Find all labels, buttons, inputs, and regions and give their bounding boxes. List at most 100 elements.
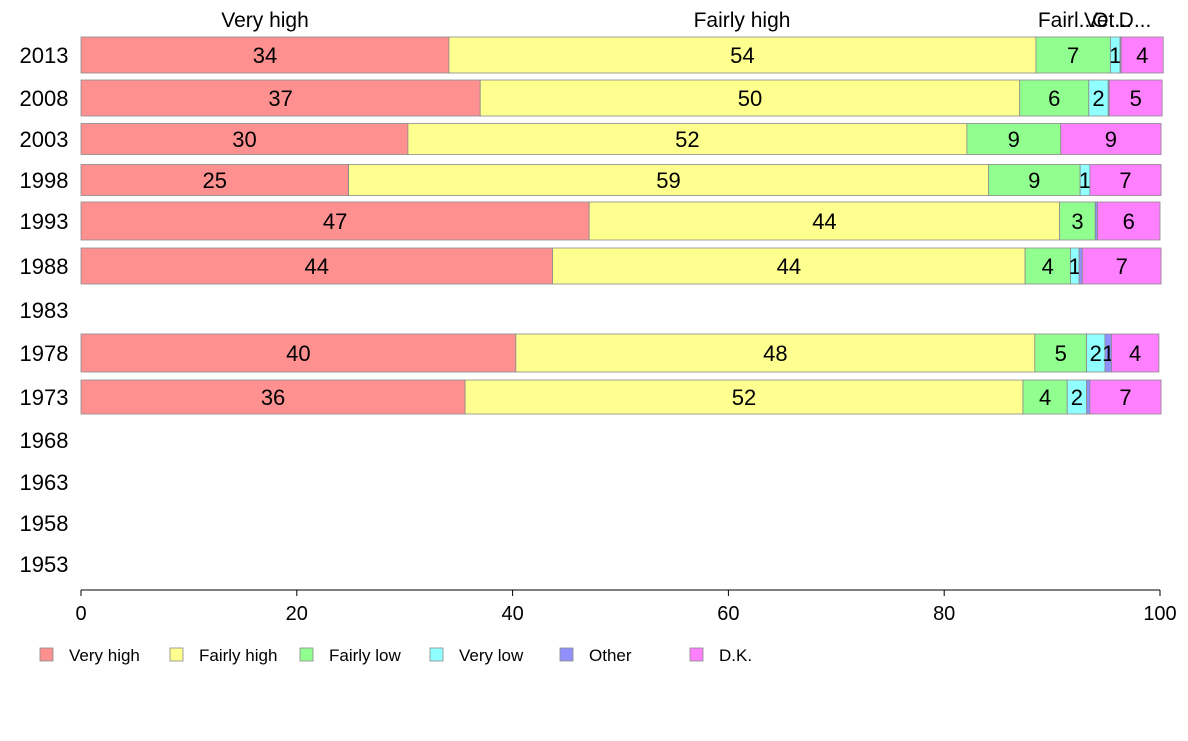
legend-label: Fairly high [199,646,277,665]
bar-segment [80,247,553,285]
legend-label: Very high [69,646,140,665]
data-label: 9 [1028,168,1040,193]
legend-label: D.K. [719,646,752,665]
data-label: 2 [1092,86,1104,111]
bar-segment [1108,79,1163,117]
data-label: 47 [323,209,347,234]
data-label: 2 [1071,385,1083,410]
bar-segment [1120,36,1164,74]
category-label: 1988 [20,254,69,279]
category-label: 2003 [20,127,69,152]
data-label: 5 [1130,86,1142,111]
data-label: 59 [656,168,680,193]
bar-segment [1059,201,1096,241]
data-label: 7 [1119,385,1131,410]
bar-segment [80,164,349,196]
data-label: 5 [1055,341,1067,366]
x-tick-label: 40 [501,603,523,625]
bar-segment [348,164,989,196]
data-label: 48 [763,341,787,366]
bar-segment [80,379,466,415]
data-label: 6 [1123,209,1135,234]
category-label: 1958 [20,511,69,536]
category-label: 1978 [20,341,69,366]
bar-segment [1024,247,1071,285]
category-label: 1968 [20,428,69,453]
category-label: 1998 [20,168,69,193]
category-label: 1993 [20,209,69,234]
category-label: 1963 [20,470,69,495]
category-label: 1973 [20,385,69,410]
bar-segment [80,79,481,117]
bar-segment [1089,379,1162,415]
data-label: 40 [286,341,310,366]
data-label: 7 [1067,43,1079,68]
top-series-label: Fairly high [694,9,791,32]
legend-swatch [169,647,184,662]
data-label: 6 [1048,86,1060,111]
data-label: 44 [812,209,836,234]
category-label: 2008 [20,86,69,111]
legend-swatch [299,647,314,662]
legend-label: Fairly low [329,646,402,665]
bar-segment [1097,201,1161,241]
legend-swatch [429,647,444,662]
x-tick-label: 0 [75,603,86,625]
data-label: 36 [261,385,285,410]
bar-segment [80,36,450,74]
bar-segment [1078,247,1083,285]
data-label: 50 [738,86,762,111]
bar-segment [552,247,1026,285]
legend-swatch [689,647,704,662]
data-label: 44 [305,254,329,279]
data-label: 44 [777,254,801,279]
top-series-label: Very high [221,9,309,32]
data-label: 7 [1116,254,1128,279]
category-label: 2013 [20,43,69,68]
category-label: 1953 [20,552,69,577]
x-tick-label: 100 [1143,603,1176,625]
x-tick-label: 80 [933,603,955,625]
bar-segment [1035,36,1111,74]
data-label: 9 [1008,127,1020,152]
bar-segment [1060,123,1162,155]
bar-segment [1111,333,1160,373]
top-series-label: Ve... [1084,9,1126,32]
bar-segment [1089,164,1162,196]
data-label: 1 [1069,254,1081,279]
data-label: 4 [1136,43,1148,68]
data-label: 4 [1039,385,1051,410]
bar-segment [1081,247,1162,285]
bar-segment [1034,333,1088,373]
data-label: 37 [268,86,292,111]
data-label: 25 [203,168,227,193]
bar-segment [1022,379,1068,415]
bar-segment [966,123,1062,155]
bar-segment [80,123,409,155]
x-tick-label: 60 [717,603,739,625]
top-series-label: Fairl... [1038,9,1096,32]
data-label: 1 [1109,43,1121,68]
data-label: 30 [232,127,256,152]
data-label: 54 [730,43,754,68]
data-label: 34 [253,43,277,68]
x-tick-label: 20 [286,603,308,625]
data-label: 52 [732,385,756,410]
legend-label: Other [589,646,632,665]
data-label: 9 [1105,127,1117,152]
bar-segment [407,123,968,155]
bar-segment [448,36,1037,74]
category-label: 1983 [20,298,69,323]
top-series-label: D... [1119,9,1152,32]
data-label: 2 [1090,341,1102,366]
bar-segment [988,164,1081,196]
bar-segment [464,379,1024,415]
legend-label: Very low [459,646,524,665]
legend-swatch [39,647,54,662]
data-label: 52 [675,127,699,152]
data-label: 1 [1079,168,1091,193]
data-label: 3 [1071,209,1083,234]
bar-segment [1086,379,1091,415]
